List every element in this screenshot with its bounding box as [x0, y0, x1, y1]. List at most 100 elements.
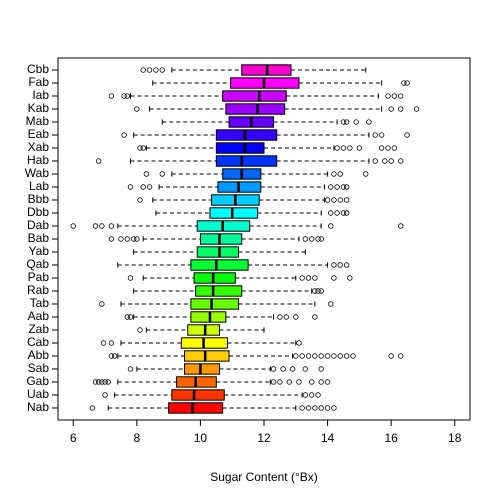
outlier: [283, 314, 289, 320]
box: [199, 233, 243, 245]
outlier: [308, 379, 315, 385]
x-tick-label: 18: [448, 431, 462, 445]
outlier: [343, 184, 350, 190]
outlier: [404, 80, 410, 86]
x-tick-label: 14: [321, 431, 335, 445]
outlier: [299, 275, 305, 281]
box: [225, 103, 286, 115]
y-tick-label: Abb: [28, 348, 50, 362]
outlier: [328, 210, 334, 216]
outlier: [159, 67, 165, 73]
outlier: [315, 288, 321, 294]
outlier: [343, 353, 350, 359]
outlier: [102, 379, 108, 385]
outlier: [293, 314, 299, 320]
y-tick-label: Nab: [27, 400, 49, 414]
outlier: [302, 236, 309, 242]
outlier: [296, 340, 302, 346]
outlier: [324, 353, 331, 359]
outlier: [308, 392, 315, 398]
outlier: [108, 353, 115, 359]
outlier: [397, 158, 404, 164]
x-axis-label: Sugar Content (°Bx): [210, 470, 318, 484]
outlier: [318, 366, 324, 372]
outlier: [318, 379, 324, 385]
outlier: [397, 353, 404, 359]
outlier: [137, 197, 143, 203]
y-tick-label: Tab: [30, 296, 50, 310]
outlier: [340, 119, 347, 125]
outlier: [159, 171, 165, 177]
outlier: [324, 379, 331, 385]
outlier: [378, 145, 385, 151]
outlier: [124, 314, 131, 320]
outlier: [302, 392, 309, 398]
y-tick-label: Pab: [28, 270, 50, 284]
box: [187, 324, 220, 336]
y-tick-label: Cbb: [27, 62, 49, 76]
y-tick-label: Bbb: [28, 192, 50, 206]
outlier: [413, 106, 420, 112]
outlier: [334, 184, 340, 190]
outlier: [312, 275, 318, 281]
outlier: [331, 171, 337, 177]
outlier: [312, 288, 318, 294]
outlier: [137, 145, 143, 151]
x-tick-label: 10: [194, 431, 208, 445]
outlier: [334, 145, 340, 151]
outlier: [347, 275, 353, 281]
y-tick-label: Gab: [26, 374, 49, 388]
outlier: [340, 210, 347, 216]
outlier: [299, 353, 305, 359]
outlier: [289, 366, 296, 372]
outlier: [391, 93, 398, 99]
box: [222, 90, 287, 102]
outlier: [121, 132, 127, 138]
y-tick-label: Lab: [29, 179, 49, 193]
outlier: [308, 236, 315, 242]
outlier: [134, 106, 140, 112]
outlier: [312, 405, 318, 411]
outlier: [95, 379, 102, 385]
outlier: [385, 145, 391, 151]
outlier: [124, 236, 131, 242]
outlier: [312, 314, 318, 320]
outlier: [343, 210, 350, 216]
x-tick-label: 8: [133, 431, 140, 445]
outlier: [318, 288, 324, 294]
outlier: [378, 132, 385, 138]
y-tick-label: Wab: [25, 166, 50, 180]
outlier: [366, 119, 372, 125]
outlier: [280, 366, 286, 372]
y-tick-label: Cab: [27, 335, 49, 349]
outlier: [334, 210, 340, 216]
box: [171, 389, 225, 401]
outlier: [99, 223, 105, 229]
outlier: [318, 236, 324, 242]
outlier: [372, 132, 378, 138]
outlier: [356, 145, 363, 151]
outlier: [331, 275, 337, 281]
box: [215, 155, 278, 167]
outlier: [343, 197, 350, 203]
outlier: [318, 405, 324, 411]
outlier: [302, 366, 309, 372]
outlier: [134, 236, 140, 242]
outlier: [92, 223, 99, 229]
outlier: [397, 223, 404, 229]
outlier: [277, 379, 283, 385]
outlier: [328, 301, 334, 307]
outlier: [331, 197, 337, 203]
outlier: [89, 405, 96, 411]
outlier: [108, 93, 115, 99]
outlier: [388, 106, 394, 112]
y-tick-label: Qab: [26, 257, 49, 271]
outlier: [331, 353, 337, 359]
outlier: [353, 119, 359, 125]
outlier: [140, 145, 146, 151]
y-tick-label: Yab: [29, 244, 50, 258]
outlier: [343, 262, 350, 268]
outlier: [340, 145, 347, 151]
outlier: [92, 379, 99, 385]
box: [195, 285, 243, 297]
